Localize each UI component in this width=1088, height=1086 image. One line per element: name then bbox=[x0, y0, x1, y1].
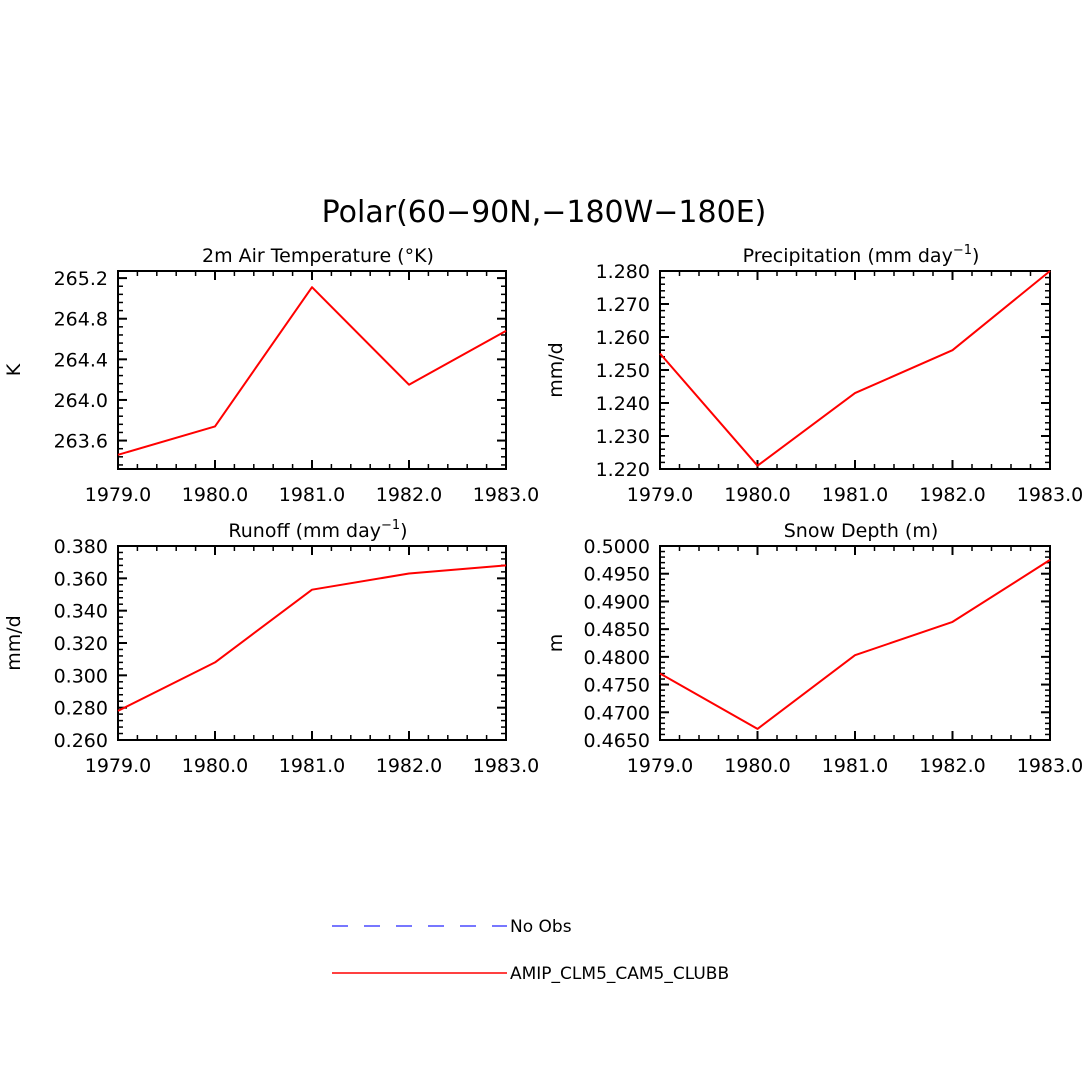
x-tick-label: 1979.0 bbox=[627, 755, 693, 777]
y-tick-label: 0.260 bbox=[54, 730, 108, 752]
y-tick-label: 265.2 bbox=[54, 268, 108, 290]
plot-frame bbox=[659, 545, 1051, 741]
x-tick-label: 1979.0 bbox=[85, 755, 151, 777]
y-tick-label: 0.340 bbox=[54, 601, 108, 623]
x-tick-label: 1981.0 bbox=[822, 484, 888, 506]
y-tick-label: 1.250 bbox=[596, 360, 650, 382]
y-tick-label: 263.6 bbox=[54, 431, 108, 453]
y-tick-label: 0.380 bbox=[54, 536, 108, 558]
x-tick-label: 1981.0 bbox=[822, 755, 888, 777]
chart-panel-3: 1979.0 1980.0 1981.0 1982.0 1983.0 0.260 0.280… bbox=[3, 518, 539, 777]
y-tick-label: 0.320 bbox=[54, 633, 108, 655]
figure-title: Polar(60−90N,−180W−180E) bbox=[322, 195, 767, 230]
panel-title: Precipitation (mm day−1) bbox=[743, 243, 980, 267]
plot-frame bbox=[117, 270, 507, 470]
panel-title-tail: ) bbox=[972, 245, 979, 267]
y-axis-label: mm/d bbox=[3, 615, 25, 670]
y-tick-label: 264.8 bbox=[54, 309, 108, 331]
x-tick-label: 1982.0 bbox=[919, 755, 985, 777]
y-tick-label: 0.360 bbox=[54, 568, 108, 590]
y-tick-label: 0.4650 bbox=[584, 730, 650, 752]
y-tick-label: 1.230 bbox=[596, 426, 650, 448]
panel-title-superscript: −1 bbox=[381, 518, 400, 533]
plot-frame bbox=[659, 270, 1051, 470]
panel-title: 2m Air Temperature (°K) bbox=[202, 245, 434, 267]
x-tick-label: 1980.0 bbox=[724, 484, 790, 506]
y-tick-label: 0.4700 bbox=[584, 702, 650, 724]
series-line bbox=[117, 564, 507, 712]
legend-label: No Obs bbox=[510, 917, 572, 937]
series-line bbox=[117, 286, 507, 456]
panel-title: Runoff (mm day−1) bbox=[228, 518, 407, 542]
y-tick-label: 0.5000 bbox=[584, 536, 650, 558]
panel-title: Snow Depth (m) bbox=[784, 520, 939, 542]
panel-title-text: Runoff (mm day bbox=[228, 520, 381, 542]
x-tick-label: 1980.0 bbox=[182, 484, 248, 506]
legend-label: AMIP_CLM5_CAM5_CLUBB bbox=[510, 964, 729, 984]
series-line bbox=[659, 559, 1051, 730]
y-tick-label: 0.280 bbox=[54, 698, 108, 720]
x-tick-label: 1982.0 bbox=[376, 484, 442, 506]
y-tick-label: 0.4800 bbox=[584, 647, 650, 669]
x-tick-label: 1980.0 bbox=[182, 755, 248, 777]
y-tick-label: 0.4900 bbox=[584, 591, 650, 613]
y-axis-label: mm/d bbox=[545, 342, 567, 397]
plot-frame bbox=[117, 545, 507, 741]
panel-title-text: 2m Air Temperature (°K) bbox=[202, 245, 434, 267]
y-tick-label: 0.4950 bbox=[584, 564, 650, 586]
x-tick-label: 1981.0 bbox=[279, 484, 345, 506]
y-tick-label: 1.240 bbox=[596, 393, 650, 415]
x-tick-label: 1981.0 bbox=[279, 755, 345, 777]
panels: 1979.0 1980.0 1981.0 1982.0 1983.0 263.6 264.0… bbox=[3, 243, 1083, 777]
panel-title-text: Snow Depth (m) bbox=[784, 520, 939, 542]
x-tick-label: 1979.0 bbox=[627, 484, 693, 506]
y-tick-label: 264.0 bbox=[54, 390, 108, 412]
x-tick-label: 1983.0 bbox=[473, 484, 539, 506]
y-tick-label: 1.260 bbox=[596, 327, 650, 349]
x-tick-label: 1983.0 bbox=[1017, 755, 1083, 777]
chart-panel-4: 1979.0 1980.0 1981.0 1982.0 1983.0 0.4650 0.47… bbox=[545, 520, 1083, 777]
x-tick-label: 1982.0 bbox=[376, 755, 442, 777]
x-tick-label: 1982.0 bbox=[919, 484, 985, 506]
panel-title-text: Precipitation (mm day bbox=[743, 245, 953, 267]
y-axis-label: K bbox=[3, 363, 25, 376]
y-tick-label: 1.270 bbox=[596, 294, 650, 316]
y-tick-label: 264.4 bbox=[54, 349, 108, 371]
x-tick-label: 1980.0 bbox=[724, 755, 790, 777]
x-tick-label: 1983.0 bbox=[1017, 484, 1083, 506]
legend: No Obs AMIP_CLM5_CAM5_CLUBB bbox=[332, 917, 729, 984]
y-tick-label: 1.280 bbox=[596, 261, 650, 283]
panel-title-tail: ) bbox=[400, 520, 407, 542]
x-tick-label: 1979.0 bbox=[85, 484, 151, 506]
chart-panel-1: 1979.0 1980.0 1981.0 1982.0 1983.0 263.6 264.0… bbox=[3, 245, 539, 506]
y-axis-label: m bbox=[545, 634, 567, 653]
y-tick-label: 0.300 bbox=[54, 665, 108, 687]
panel-title-superscript: −1 bbox=[953, 243, 972, 258]
y-tick-label: 1.220 bbox=[596, 459, 650, 481]
chart-panel-2: 1979.0 1980.0 1981.0 1982.0 1983.0 1.220 1.230… bbox=[545, 243, 1083, 506]
series-line bbox=[659, 270, 1051, 467]
y-tick-label: 0.4750 bbox=[584, 675, 650, 697]
y-tick-label: 0.4850 bbox=[584, 619, 650, 641]
x-tick-label: 1983.0 bbox=[473, 755, 539, 777]
